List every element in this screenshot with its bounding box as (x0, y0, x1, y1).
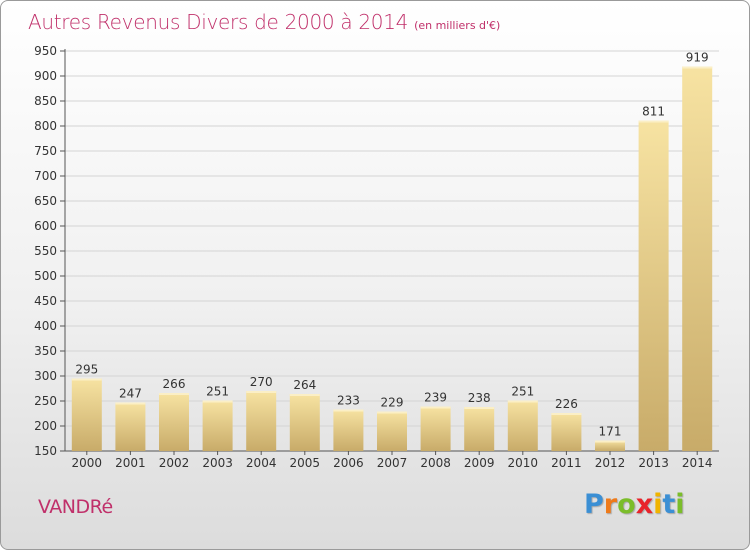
x-tick-label: 2002 (159, 456, 190, 470)
y-tick-label: 850 (34, 94, 57, 108)
y-tick-label: 250 (34, 394, 57, 408)
bar (420, 406, 451, 451)
data-label: 811 (642, 105, 665, 119)
x-tick-label: 2005 (290, 456, 321, 470)
bar-highlight (682, 66, 713, 69)
data-label: 233 (337, 394, 360, 408)
bar-highlight (333, 409, 364, 412)
bar (202, 400, 233, 451)
data-label: 295 (75, 363, 98, 377)
y-tick-label: 200 (34, 419, 57, 433)
grid-lines (65, 50, 719, 427)
data-label: 226 (555, 397, 578, 411)
y-tick-label: 800 (34, 119, 57, 133)
bar (246, 391, 277, 451)
y-tick-label: 300 (34, 369, 57, 383)
x-tick-label: 2003 (202, 456, 233, 470)
bar (289, 394, 320, 451)
data-label: 229 (381, 396, 404, 410)
data-label: 247 (119, 387, 142, 401)
bar-highlight (202, 400, 233, 403)
bars (71, 66, 713, 451)
x-tick-label: 2001 (115, 456, 146, 470)
commune-name: VANDRé (38, 496, 113, 518)
data-label: 251 (206, 385, 229, 399)
x-tick-label: 2009 (464, 456, 495, 470)
y-tick-label: 600 (34, 219, 57, 233)
x-tick-label: 2012 (595, 456, 626, 470)
y-tick-label: 900 (34, 69, 57, 83)
logo-letter: o (617, 489, 636, 520)
bar-highlight (507, 400, 538, 403)
bar (159, 393, 189, 451)
bar-highlight (115, 402, 146, 405)
bar (115, 402, 146, 451)
x-tick-label: 2008 (420, 456, 451, 470)
bar-highlight (289, 394, 320, 396)
bar (333, 409, 364, 451)
bar-highlight (420, 406, 451, 409)
bar (507, 400, 538, 451)
x-tick-label: 2004 (246, 456, 277, 470)
logo-letter: t (662, 489, 676, 520)
y-tick-label: 550 (34, 244, 57, 258)
y-tick-label: 500 (34, 269, 57, 283)
x-tick-label: 2014 (682, 456, 713, 470)
logo-letter: i (675, 489, 685, 520)
logo-letter: i (653, 489, 663, 520)
x-tick-label: 2013 (638, 456, 669, 470)
y-tick-label: 350 (34, 344, 57, 358)
y-tick-label: 650 (34, 194, 57, 208)
logo-letter: r (603, 489, 618, 520)
data-label: 266 (163, 377, 186, 391)
data-label: 251 (511, 385, 534, 399)
labels: 150 200 250 300 350 400 450 500 550 600 650 700 750 8… (34, 44, 712, 470)
data-label: 270 (250, 375, 273, 389)
axes (60, 49, 719, 455)
bar-highlight (551, 413, 582, 415)
y-tick-label: 700 (34, 169, 57, 183)
y-tick-label: 150 (34, 444, 57, 458)
bar (638, 120, 669, 451)
bar (551, 413, 582, 451)
x-tick-label: 2006 (333, 456, 364, 470)
bar (595, 440, 625, 451)
bar-highlight (638, 120, 669, 123)
x-tick-label: 2007 (377, 456, 408, 470)
bar-highlight (464, 407, 495, 409)
logo-letter: P (584, 489, 604, 520)
bar (464, 407, 495, 451)
bar (377, 411, 407, 451)
bar (682, 66, 713, 451)
x-tick-label: 2000 (72, 456, 103, 470)
chart-title: Autres Revenus Divers de 2000 à 2014 (28, 10, 409, 34)
y-tick-label: 950 (34, 44, 57, 58)
data-label: 264 (293, 378, 316, 392)
bar-highlight (595, 440, 625, 443)
y-tick-label: 400 (34, 319, 57, 333)
logo-letter: x (635, 489, 654, 520)
bar-highlight (71, 378, 102, 381)
title-block: Autres Revenus Divers de 2000 à 2014 (en … (28, 10, 500, 34)
proxiti-logo: Proxiti (584, 489, 685, 520)
y-tick-label: 450 (34, 294, 57, 308)
x-tick-label: 2011 (551, 456, 582, 470)
chart-subtitle: (en milliers d'€) (414, 19, 501, 32)
x-tick-label: 2010 (508, 456, 539, 470)
bar (71, 378, 102, 451)
bar-highlight (159, 393, 189, 395)
data-label: 238 (468, 391, 491, 405)
data-label: 919 (686, 51, 709, 65)
data-label: 171 (599, 425, 622, 439)
bar-highlight (377, 411, 407, 414)
bar-highlight (246, 391, 277, 393)
data-label: 239 (424, 391, 447, 405)
y-tick-label: 750 (34, 144, 57, 158)
